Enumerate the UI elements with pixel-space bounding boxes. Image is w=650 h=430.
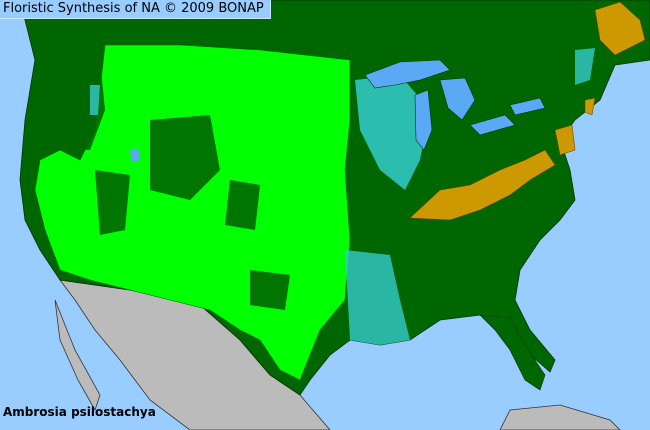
cuba — [499, 404, 621, 430]
western-mountain-patches — [55, 60, 290, 310]
great-salt-lake — [130, 148, 140, 162]
rare-kentucky-wv — [409, 149, 556, 221]
species-name: Ambrosia psilostachya — [3, 405, 156, 419]
adventive-midwest — [355, 75, 430, 190]
rare-maine — [594, 1, 646, 56]
rare-nj-md — [554, 97, 596, 156]
adventive-gulf — [345, 250, 410, 345]
great-lakes — [364, 59, 546, 151]
florida — [479, 314, 546, 391]
map-title: Floristic Synthesis of NA © 2009 BONAP — [0, 0, 271, 19]
